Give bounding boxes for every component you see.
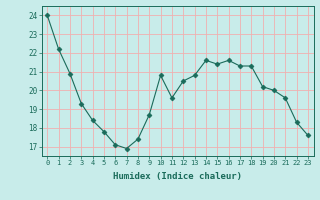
X-axis label: Humidex (Indice chaleur): Humidex (Indice chaleur) [113, 172, 242, 181]
